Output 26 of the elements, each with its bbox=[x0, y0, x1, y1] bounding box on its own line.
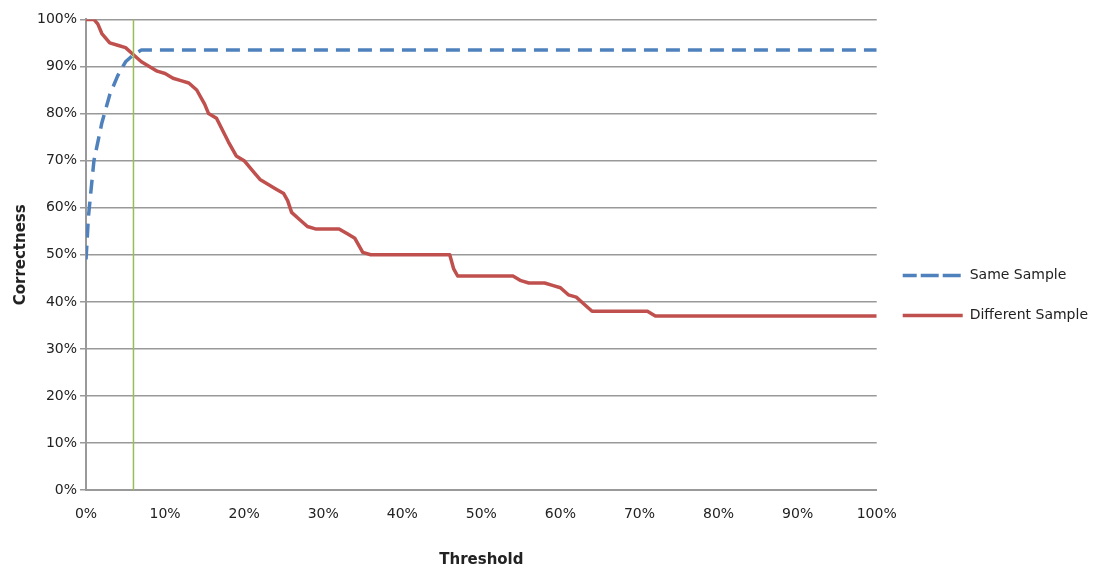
legend-label: Different Sample bbox=[969, 306, 1088, 323]
x-tick-label: 0% bbox=[74, 505, 98, 522]
y-tick-label: 60% bbox=[45, 198, 78, 215]
x-tick-label: 90% bbox=[782, 505, 814, 522]
x-axis-title: Threshold bbox=[439, 549, 524, 568]
y-tick-label: 40% bbox=[45, 292, 78, 309]
legend-label: Same Sample bbox=[969, 266, 1067, 283]
y-tick-label: 100% bbox=[36, 10, 78, 27]
y-tick-label: 90% bbox=[45, 57, 78, 74]
y-tick-label: 50% bbox=[45, 245, 78, 262]
y-tick-label: 70% bbox=[45, 151, 78, 168]
x-tick-label: 20% bbox=[228, 505, 260, 522]
x-tick-label: 10% bbox=[149, 505, 181, 522]
x-tick-label: 30% bbox=[307, 505, 339, 522]
y-tick-label: 0% bbox=[54, 480, 78, 497]
x-tick-label: 80% bbox=[703, 505, 735, 522]
x-tick-label: 60% bbox=[544, 505, 576, 522]
y-axis-title: Correctness bbox=[10, 204, 29, 306]
x-tick-label: 40% bbox=[386, 505, 418, 522]
y-tick-label: 20% bbox=[45, 386, 78, 403]
y-tick-label: 30% bbox=[45, 339, 78, 356]
x-tick-label: 50% bbox=[465, 505, 497, 522]
y-tick-label: 10% bbox=[45, 433, 78, 450]
y-tick-label: 80% bbox=[45, 104, 78, 121]
x-tick-label: 100% bbox=[856, 505, 897, 522]
x-tick-label: 70% bbox=[623, 505, 656, 522]
